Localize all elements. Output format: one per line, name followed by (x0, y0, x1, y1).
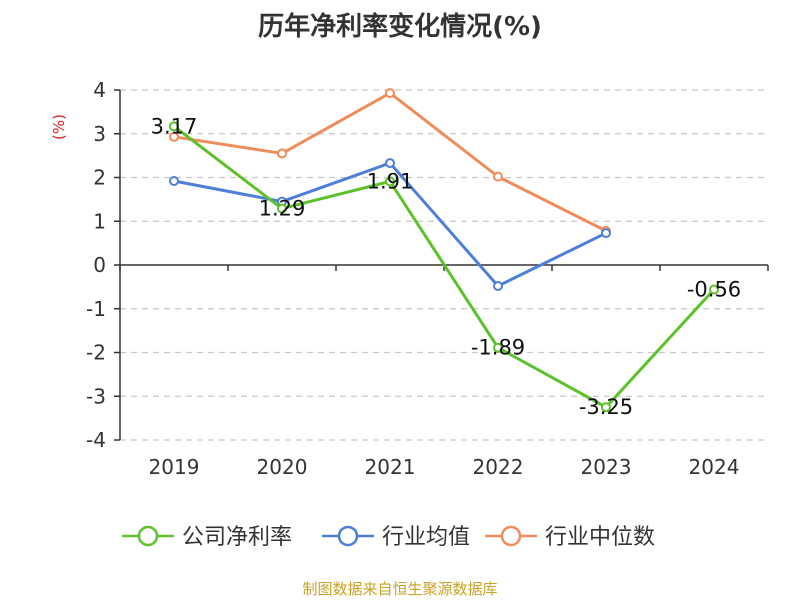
legend-marker (337, 525, 359, 547)
data-label: -1.89 (471, 336, 525, 360)
data-point (493, 171, 503, 182)
data-point (385, 88, 395, 99)
data-point (601, 228, 611, 239)
data-label: 1.29 (259, 197, 306, 221)
chart-title: 历年净利率变化情况(%) (258, 12, 542, 42)
x-tick-label: 2020 (257, 455, 308, 479)
data-point (709, 284, 719, 295)
data-label: -0.56 (687, 278, 741, 302)
source-note: 制图数据来自恒生聚源数据库 (302, 580, 498, 598)
y-tick-label: -3 (86, 384, 106, 408)
x-tick-label: 2022 (473, 455, 524, 479)
data-point (169, 131, 179, 142)
data-point (385, 158, 395, 169)
data-point (277, 148, 287, 159)
x-tick-label: 2023 (581, 455, 632, 479)
y-tick-label: 0 (93, 253, 106, 277)
y-tick-label: 4 (93, 78, 106, 102)
y-tick-label: -2 (86, 341, 106, 365)
data-point (601, 402, 611, 413)
data-label: -3.25 (579, 395, 633, 419)
data-label: 1.91 (367, 169, 414, 193)
x-tick-label: 2021 (365, 455, 416, 479)
legend-marker (500, 525, 522, 547)
y-tick-label: -1 (86, 297, 106, 321)
y-axis-label: (%) (50, 114, 68, 140)
legend-label: 行业均值 (382, 525, 470, 550)
data-point (385, 176, 395, 187)
data-point (277, 203, 287, 214)
y-tick-label: 1 (93, 209, 106, 233)
y-tick-label: 3 (93, 122, 106, 146)
y-tick-label: -4 (86, 428, 106, 452)
x-tick-label: 2024 (689, 455, 740, 479)
data-label: 3.17 (151, 114, 198, 138)
series-line (173, 125, 716, 409)
legend-label: 公司净利率 (182, 525, 292, 550)
data-point (493, 342, 503, 353)
legend-label: 行业中位数 (545, 525, 655, 550)
data-point (169, 176, 179, 186)
x-tick-label: 2019 (149, 455, 200, 479)
legend-marker (137, 525, 159, 547)
data-point (169, 121, 179, 132)
y-tick-label: 2 (93, 166, 106, 190)
data-point (493, 281, 503, 291)
